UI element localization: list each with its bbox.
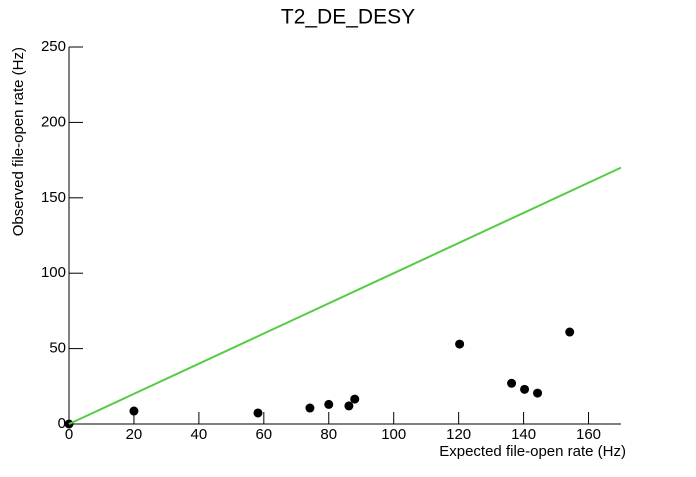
x-tick-label: 100 — [381, 426, 406, 443]
y-tick-label: 50 — [49, 340, 66, 357]
point — [344, 401, 354, 411]
chart-title: T2_DE_DESY — [281, 6, 415, 29]
point — [455, 339, 465, 349]
y-tick-label: 150 — [41, 189, 66, 206]
point — [533, 388, 543, 398]
point — [507, 378, 517, 388]
point — [253, 408, 263, 418]
x-tick-label: 140 — [511, 426, 536, 443]
x-tick-label: 0 — [65, 426, 73, 443]
fit-line — [68, 166, 622, 425]
point — [305, 403, 315, 413]
y-tick-label: 250 — [41, 38, 66, 55]
x-tick-label: 40 — [191, 426, 208, 443]
y-axis-label: Observed file-open rate (Hz) — [10, 47, 27, 236]
y-tick-label: 200 — [41, 113, 66, 130]
y-tick-label: 100 — [41, 264, 66, 281]
point — [350, 394, 360, 404]
x-tick-label: 160 — [576, 426, 601, 443]
point — [565, 327, 575, 337]
x-axis-label: Expected file-open rate (Hz) — [439, 443, 626, 460]
x-tick-label: 80 — [320, 426, 337, 443]
x-tick-label: 60 — [255, 426, 272, 443]
y-tick-label: 0 — [58, 415, 66, 432]
point — [520, 384, 530, 394]
x-tick-label: 20 — [126, 426, 143, 443]
x-tick-label: 120 — [446, 426, 471, 443]
point — [324, 399, 334, 409]
point — [129, 406, 139, 416]
